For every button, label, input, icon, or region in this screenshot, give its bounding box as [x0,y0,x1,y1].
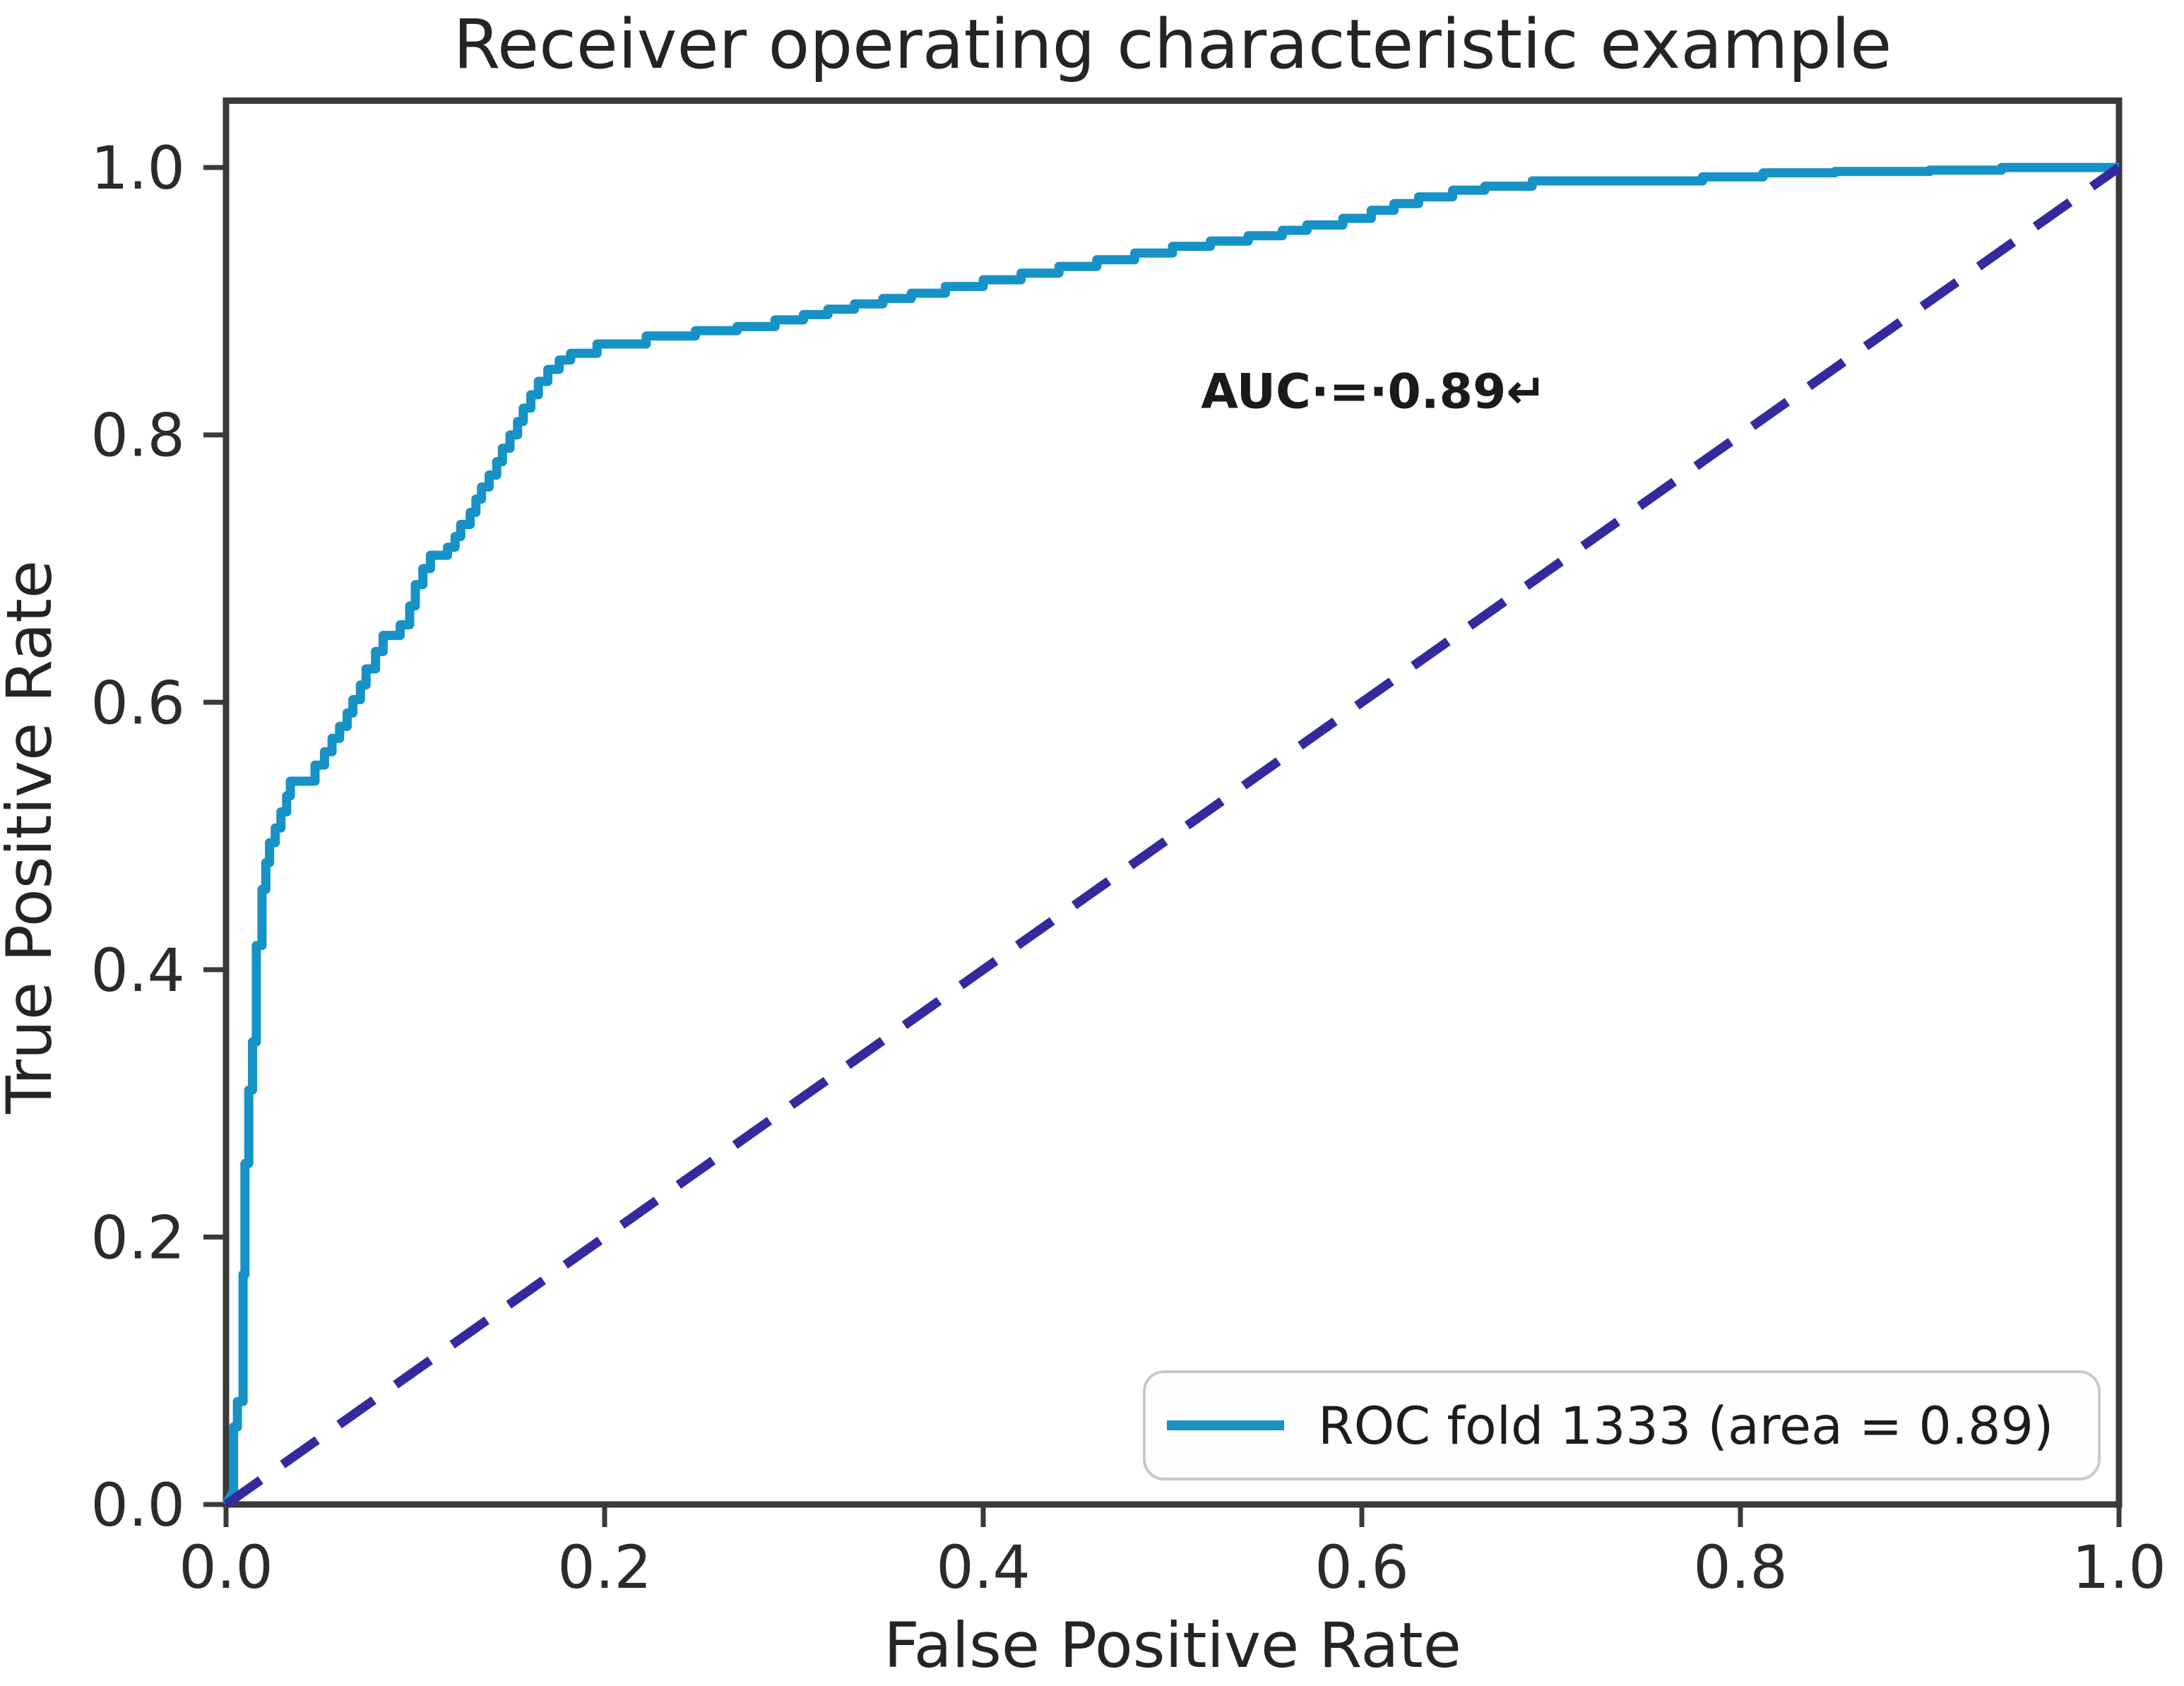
y-tick-label: 0.4 [90,936,185,1005]
y-axis-ticks: 0.0 0.2 0.4 0.6 0.8 1.0 [90,133,226,1540]
chart-title: Receiver operating characteristic exampl… [453,5,1892,84]
roc-curve-line [222,162,2119,1507]
y-tick-label: 0.8 [90,401,185,470]
legend: ROC fold 1333 (area = 0.89) [1143,1370,2101,1480]
x-tick-label: 1.0 [2072,1533,2166,1602]
legend-box [1143,1370,2101,1480]
x-tick-label: 0.4 [936,1533,1031,1602]
y-tick-label: 0.6 [90,668,185,737]
y-tick-label: 0.0 [90,1471,185,1540]
chance-diagonal-line [223,163,2122,1509]
legend-roc-label: ROC fold 1333 (area = 0.89) [1318,1396,2053,1456]
y-tick-label: 0.2 [90,1203,185,1272]
plot-frame [222,97,2123,1508]
x-tick-label: 0.2 [557,1533,652,1602]
x-tick-label: 0.0 [179,1533,273,1602]
y-tick-label: 1.0 [90,133,185,203]
x-axis-ticks: 0.0 0.2 0.4 0.6 0.8 1.0 [179,1504,2166,1602]
auc-annotation: AUC·=·0.89↵ [1201,364,1546,420]
x-tick-label: 0.6 [1314,1533,1409,1602]
x-tick-label: 0.8 [1693,1533,1788,1602]
y-axis-label: True Positive Rate [0,560,66,1115]
plot-series [222,162,2122,1509]
x-axis-label: False Positive Rate [884,1609,1461,1682]
